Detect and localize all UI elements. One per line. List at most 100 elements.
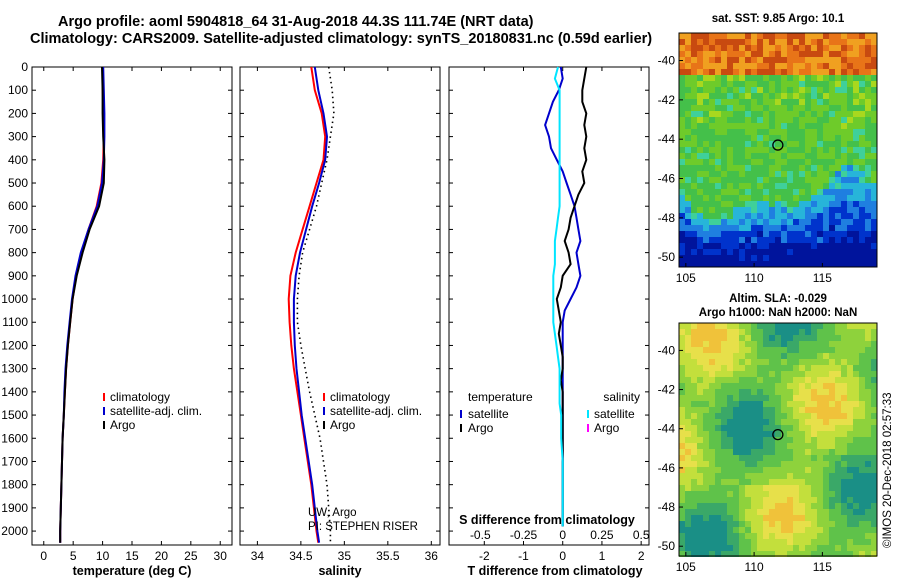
map-cell: [769, 323, 775, 329]
map-cell: [739, 177, 745, 183]
map-cell: [715, 39, 721, 45]
map-cell: [853, 87, 859, 93]
map-cell: [709, 69, 715, 75]
map-cell: [739, 491, 745, 497]
map-cell: [721, 479, 727, 485]
map-cell: [763, 401, 769, 407]
map-cell: [823, 347, 829, 353]
map-cell: [757, 473, 763, 479]
map-cell: [727, 171, 733, 177]
map-cell: [751, 485, 757, 491]
map-cell: [769, 341, 775, 347]
map-cell: [841, 129, 847, 135]
map-cell: [751, 69, 757, 75]
map-cell: [781, 51, 787, 57]
map-cell: [853, 219, 859, 225]
map-cell: [691, 365, 697, 371]
map-cell: [817, 87, 823, 93]
map-cell: [715, 153, 721, 159]
map-cell: [763, 129, 769, 135]
map-cell: [835, 389, 841, 395]
map-cell: [709, 545, 715, 551]
map-cell: [787, 533, 793, 539]
map-cell: [853, 425, 859, 431]
map-cell: [709, 189, 715, 195]
map-cell: [739, 57, 745, 63]
map-cell: [757, 431, 763, 437]
map-cell: [805, 473, 811, 479]
map-cell: [745, 129, 751, 135]
map-cell: [739, 353, 745, 359]
map-cell: [757, 57, 763, 63]
map-cell: [829, 237, 835, 243]
map-cell: [751, 57, 757, 63]
map-cell: [787, 63, 793, 69]
map-cell: [679, 219, 685, 225]
map-cell: [835, 341, 841, 347]
map-cell: [739, 455, 745, 461]
map-cell: [769, 99, 775, 105]
map-cell: [799, 117, 805, 123]
map-cell: [769, 359, 775, 365]
map-cell: [811, 261, 817, 267]
map-cell: [793, 425, 799, 431]
map-cell: [763, 323, 769, 329]
annotation-text: UW, Argo: [308, 507, 357, 519]
map-cell: [805, 183, 811, 189]
map-cell: [751, 159, 757, 165]
map-cell: [679, 437, 685, 443]
map-cell: [865, 45, 871, 51]
map-cell: [865, 491, 871, 497]
map-cell: [757, 249, 763, 255]
map-cell: [721, 207, 727, 213]
map-cell: [709, 323, 715, 329]
map-cell: [793, 135, 799, 141]
map-cell: [805, 219, 811, 225]
map-cell: [793, 437, 799, 443]
map-cell: [715, 213, 721, 219]
map-cell: [841, 141, 847, 147]
x-axis-label: salinity: [318, 564, 361, 578]
map-cell: [787, 473, 793, 479]
map-cell: [679, 57, 685, 63]
map-cell: [823, 117, 829, 123]
map-cell: [685, 57, 691, 63]
map-cell: [697, 117, 703, 123]
map-cell: [793, 129, 799, 135]
map-cell: [853, 45, 859, 51]
map-cell: [787, 207, 793, 213]
map-cell: [733, 479, 739, 485]
map-cell: [709, 461, 715, 467]
map-cell: [763, 105, 769, 111]
map-cell: [835, 335, 841, 341]
map-cell: [685, 63, 691, 69]
map-cell: [799, 413, 805, 419]
map-cell: [775, 237, 781, 243]
map-cell: [703, 521, 709, 527]
map-cell: [847, 359, 853, 365]
map-cell: [679, 243, 685, 249]
map-cell: [793, 533, 799, 539]
map-cell: [763, 509, 769, 515]
map-cell: [727, 81, 733, 87]
map-cell: [769, 213, 775, 219]
map-cell: [859, 189, 865, 195]
map-cell: [697, 449, 703, 455]
map-cell: [799, 371, 805, 377]
map-cell: [697, 183, 703, 189]
x-axis-label: temperature (deg C): [73, 564, 192, 578]
map-cell: [679, 249, 685, 255]
map-cell: [733, 141, 739, 147]
map-cell: [739, 389, 745, 395]
map-cell: [811, 195, 817, 201]
map-cell: [841, 545, 847, 551]
y-tick-label: 200: [8, 106, 28, 120]
map-cell: [847, 69, 853, 75]
map-cell: [817, 407, 823, 413]
map-cell: [769, 147, 775, 153]
map-cell: [691, 551, 697, 557]
map-cell: [703, 255, 709, 261]
map-cell: [805, 159, 811, 165]
map-cell: [823, 539, 829, 545]
map-cell: [733, 521, 739, 527]
